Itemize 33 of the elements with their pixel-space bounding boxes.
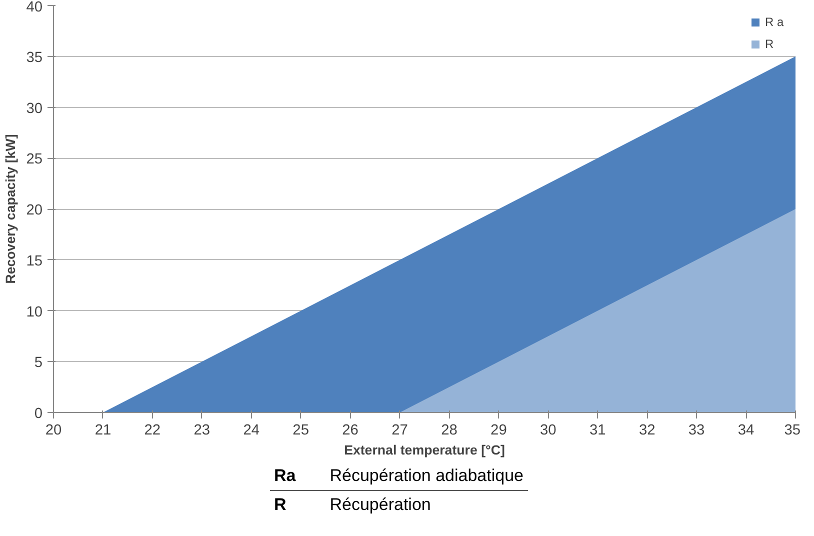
x-tick-label: 33: [688, 422, 705, 438]
x-tick-label: 24: [243, 422, 260, 438]
x-tick-label: 35: [784, 422, 801, 438]
legend-label: R a: [765, 15, 785, 29]
text: R: [273, 494, 288, 516]
x-tick-label: 22: [144, 422, 161, 438]
x-tick-label: 28: [441, 422, 458, 438]
legend-label: R: [765, 37, 775, 51]
text: Récupération: [328, 494, 432, 516]
y-tick-label: 10: [26, 304, 43, 320]
x-tick-label: 23: [194, 422, 210, 438]
x-tick-label: 31: [589, 422, 606, 438]
x-tick-label: 29: [490, 422, 507, 438]
x-axis-title: External temperature [°C]: [344, 442, 505, 458]
x-tick-label: 26: [342, 422, 358, 438]
x-tick-label: 25: [292, 422, 309, 438]
y-tick-label: 35: [26, 50, 43, 66]
y-tick-label: 40: [26, 0, 43, 16]
y-tick-label: 30: [26, 100, 43, 117]
x-tick-label: 21: [94, 422, 112, 438]
y-axis-title: Recovery capacity [kW]: [3, 134, 18, 284]
text: Récupération adiabatique: [326, 462, 528, 491]
y-tick-label: 25: [26, 152, 43, 168]
x-tick-label: 34: [738, 422, 754, 438]
y-tick-label: 20: [26, 202, 43, 218]
text: Ra: [270, 462, 326, 491]
y-tick-label: 0: [34, 406, 43, 422]
x-tick-label: 30: [540, 422, 556, 438]
x-tick-label: 32: [638, 422, 656, 438]
y-tick-label: 15: [26, 253, 43, 270]
x-tick-label: 20: [45, 422, 62, 438]
x-tick-label: 27: [392, 422, 408, 438]
y-tick-label: 5: [34, 355, 43, 372]
